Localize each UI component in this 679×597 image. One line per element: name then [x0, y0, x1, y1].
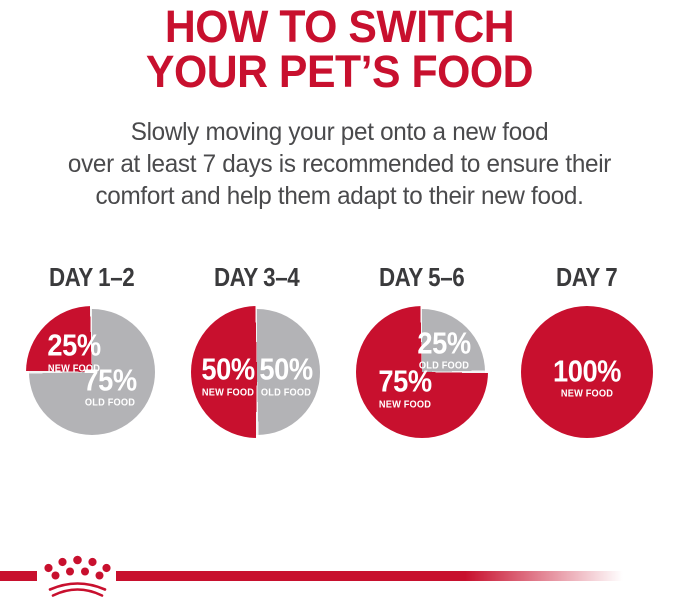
day-label: DAY 3–4 — [214, 262, 300, 292]
new-food-slice — [356, 306, 488, 439]
food-type-label: OLD FOOD — [419, 359, 470, 372]
royal-canin-crown-icon — [44, 555, 111, 597]
food-type-label: NEW FOOD — [560, 387, 614, 400]
day-column-5-6: DAY 5–6 25% OLD FOOD 75% NEW FOOD — [340, 262, 504, 439]
day-column-1-2: DAY 1–2 25% NEW FOOD 75% OLD FOOD — [10, 262, 174, 439]
percent-value: 75% — [378, 363, 432, 399]
food-type-label: NEW FOOD — [47, 362, 100, 375]
brand-bar-right — [116, 571, 679, 581]
old-food-slice-label: 50% OLD FOOD — [259, 351, 313, 398]
page-title-line-1: HOW TO SWITCH — [164, 1, 515, 52]
brand-bar-left — [0, 571, 37, 581]
pie-chart-day-7: 100% NEW FOOD — [521, 306, 653, 439]
percent-value: 75% — [83, 362, 138, 398]
food-type-label: OLD FOOD — [260, 385, 312, 398]
subtitle-line-1: Slowly moving your pet onto a new food — [130, 118, 549, 146]
food-type-label: NEW FOOD — [378, 397, 431, 410]
pie-chart-day-1-2: 25% NEW FOOD 75% OLD FOOD — [26, 306, 158, 439]
day-label: DAY 7 — [556, 262, 618, 292]
day-charts-row: DAY 1–2 25% NEW FOOD 75% OLD FOOD DAY 3–… — [0, 262, 679, 439]
food-type-label: OLD FOOD — [85, 396, 136, 409]
new-food-slice — [521, 306, 653, 439]
new-food-slice — [26, 306, 158, 439]
percent-value: 25% — [417, 325, 472, 361]
food-type-label: NEW FOOD — [201, 385, 255, 398]
day-label: DAY 5–6 — [379, 262, 465, 292]
percent-value: 50% — [259, 351, 313, 387]
pie-chart-day-3-4: 50% NEW FOOD 50% OLD FOOD — [191, 306, 323, 439]
subtitle-line-3: comfort and help them adapt to their new… — [95, 182, 584, 210]
day-column-7: DAY 7 100% NEW FOOD — [505, 262, 669, 439]
old-food-slice-label: 25% OLD FOOD — [417, 325, 472, 372]
new-food-slice — [191, 306, 323, 439]
old-food-slice-label: 75% OLD FOOD — [83, 362, 138, 409]
new-food-slice-label: 75% NEW FOOD — [378, 363, 432, 410]
page-title: HOW TO SWITCH YOUR PET’S FOOD — [0, 0, 679, 94]
day-column-3-4: DAY 3–4 50% NEW FOOD 50% OLD FOOD — [175, 262, 339, 439]
subtitle-line-2: over at least 7 days is recommended to e… — [67, 150, 612, 178]
percent-value: 25% — [46, 327, 101, 363]
day-label: DAY 1–2 — [49, 262, 135, 292]
new-food-slice-label: 50% NEW FOOD — [201, 351, 255, 398]
percent-value: 100% — [552, 352, 622, 388]
new-food-slice-label: 100% NEW FOOD — [552, 352, 622, 400]
percent-value: 50% — [201, 351, 255, 387]
page-title-line-2: YOUR PET’S FOOD — [145, 46, 534, 97]
new-food-slice-label: 25% NEW FOOD — [46, 327, 101, 375]
page-subtitle: Slowly moving your pet onto a new food o… — [0, 116, 679, 212]
pie-chart-day-5-6: 25% OLD FOOD 75% NEW FOOD — [356, 306, 488, 439]
